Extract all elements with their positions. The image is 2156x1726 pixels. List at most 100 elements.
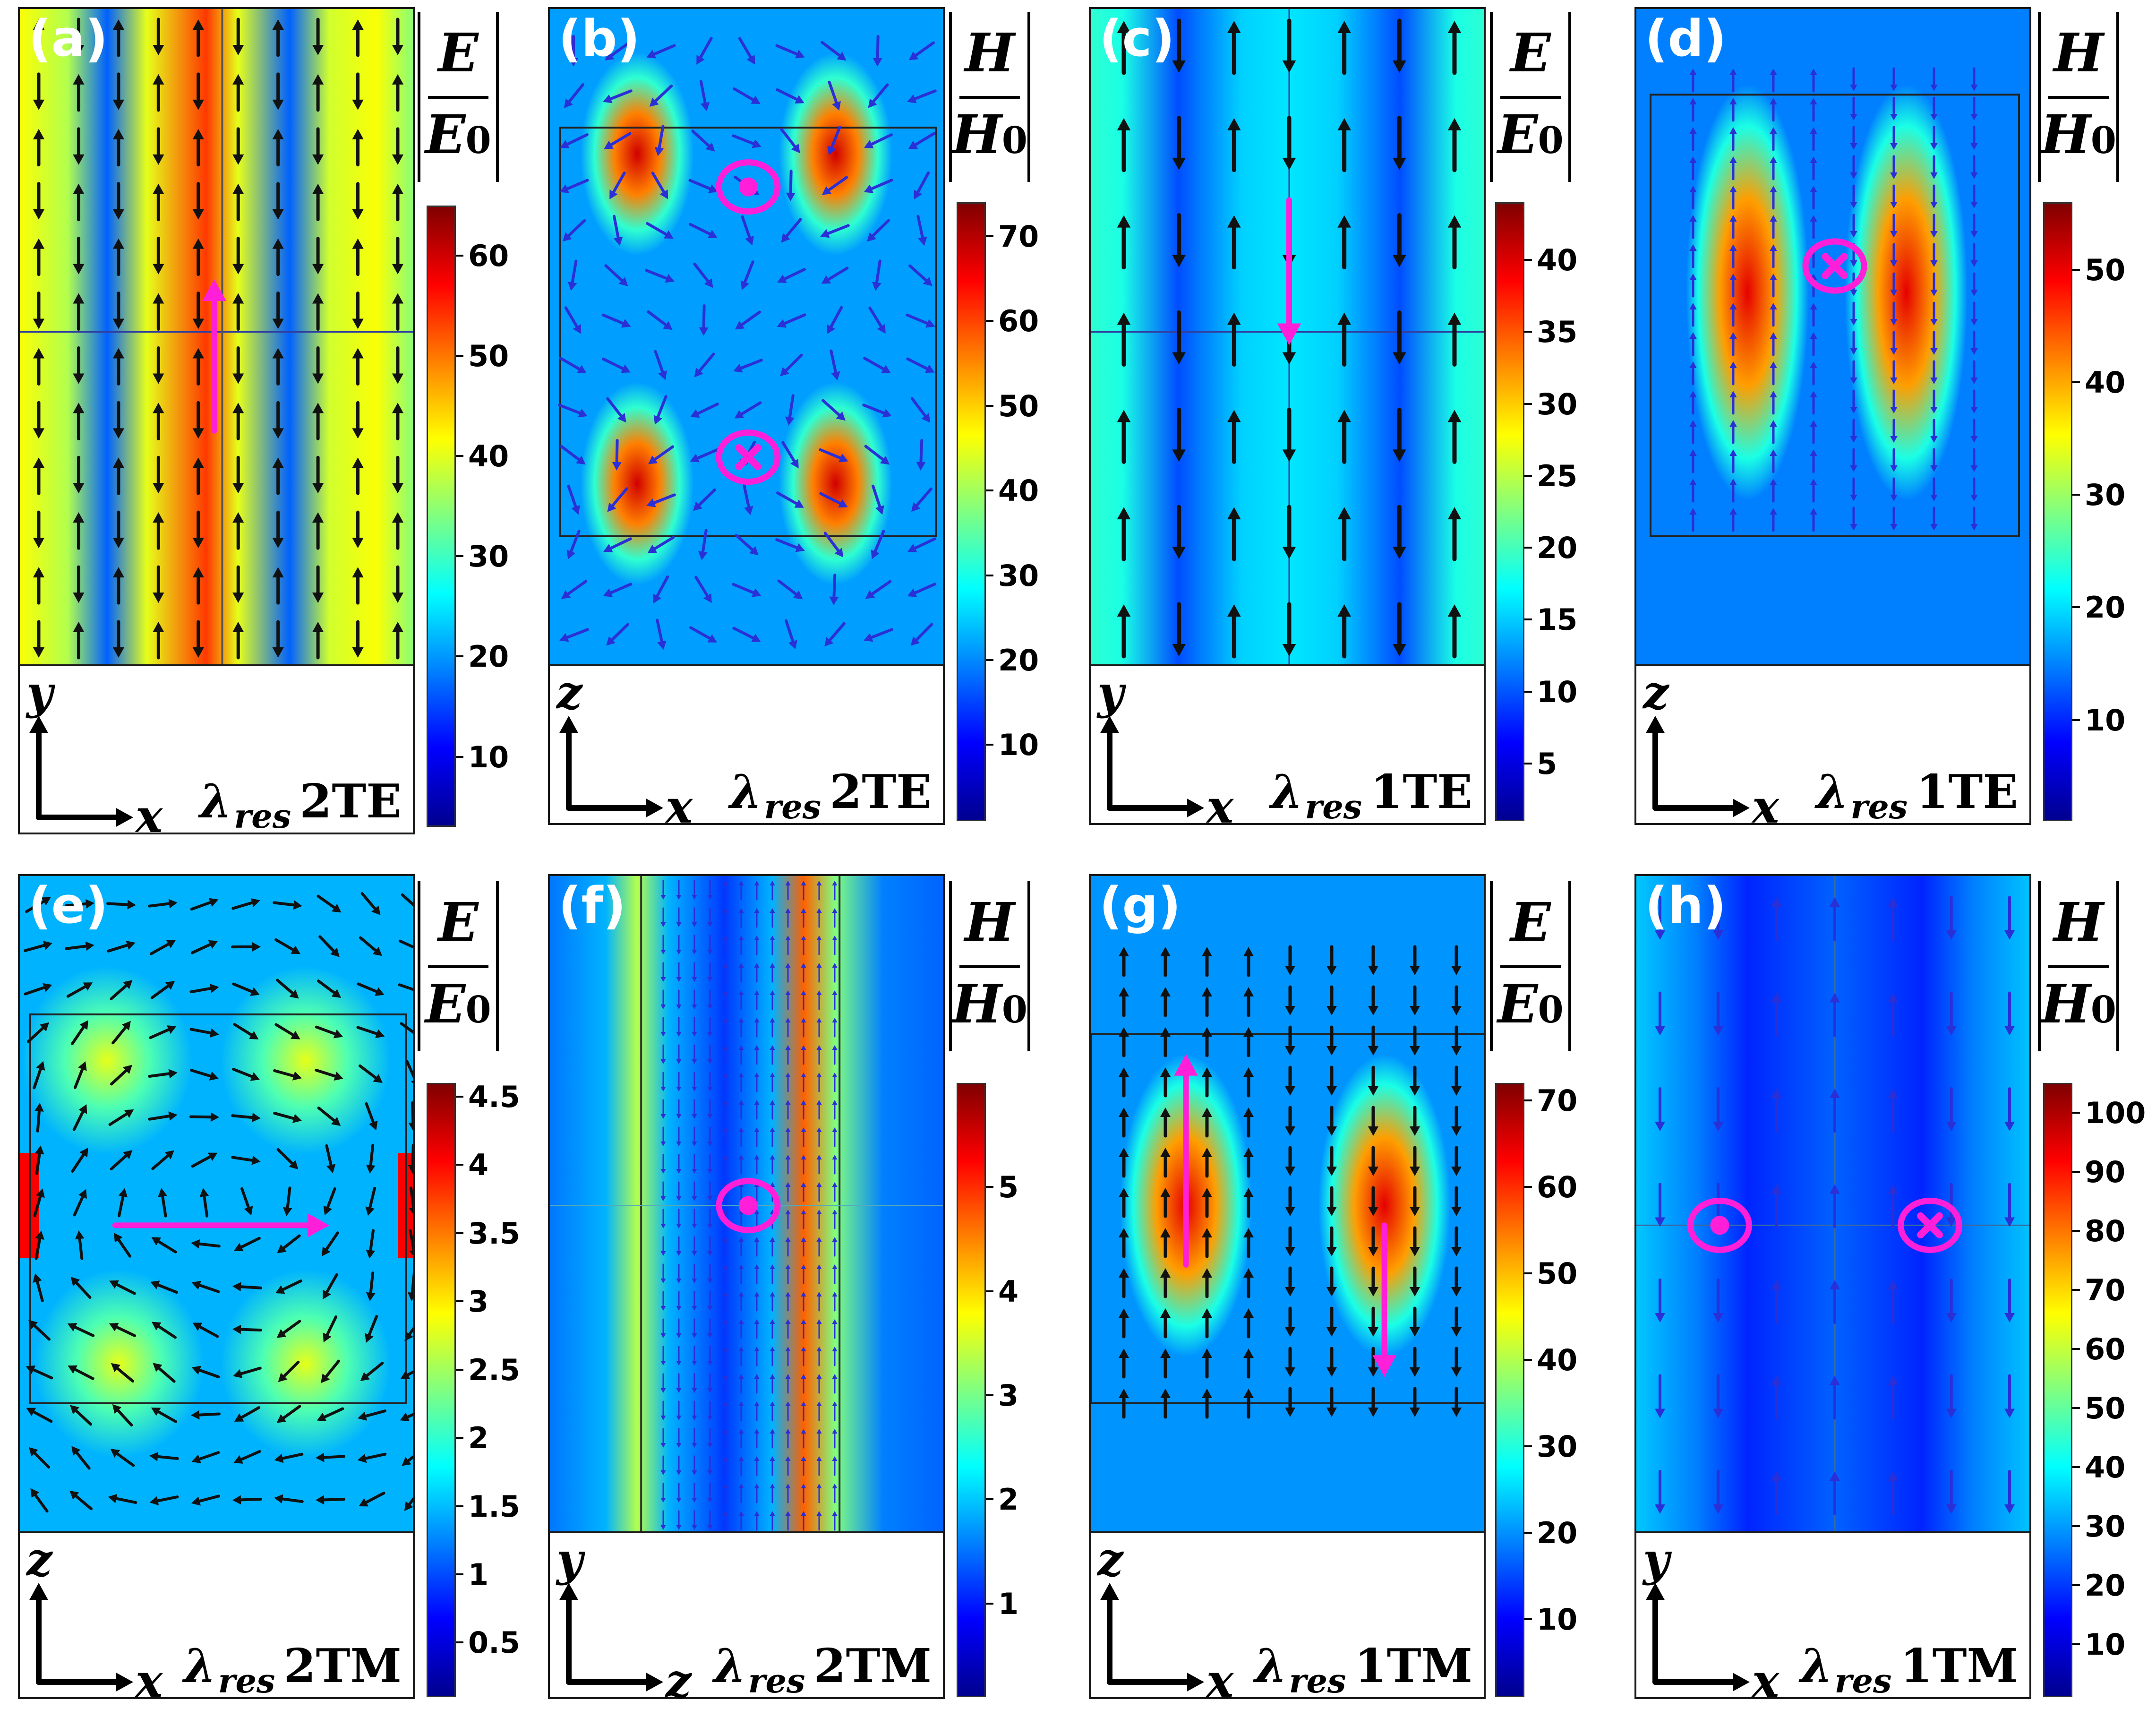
field-vector xyxy=(112,620,124,658)
field-vector xyxy=(1368,1106,1378,1136)
colorbar-title: H H0 xyxy=(942,881,1037,1051)
field-vector xyxy=(1410,1025,1420,1056)
field-vector xyxy=(832,1182,838,1202)
field-vector xyxy=(153,17,164,55)
field-vector xyxy=(738,881,744,901)
colorbar-tick-label: 50 xyxy=(2072,252,2126,287)
field-vector xyxy=(109,1322,137,1337)
field-vector xyxy=(785,1319,791,1339)
field-vector xyxy=(1946,991,1957,1036)
colorbar-tick-label: 40 xyxy=(455,439,509,474)
panel-h: (h) y x λres 1TM xyxy=(1634,874,2031,1704)
field-vector xyxy=(723,881,728,901)
field-vector xyxy=(1771,1375,1782,1420)
field-vector xyxy=(1227,312,1241,367)
field-vector xyxy=(692,1428,697,1448)
axes-arrows-icon xyxy=(1100,716,1204,817)
field-vector xyxy=(1227,215,1241,270)
field-vector xyxy=(192,129,204,167)
field-vector xyxy=(692,1126,697,1146)
field-vector xyxy=(272,510,284,549)
field-vector xyxy=(199,1188,209,1218)
field-vector xyxy=(867,219,890,242)
field-vector xyxy=(73,237,85,275)
field-vector xyxy=(75,1230,85,1260)
field-vector xyxy=(801,1073,806,1092)
field-vector xyxy=(1770,244,1777,268)
field-vector xyxy=(1713,1279,1724,1322)
field-vector xyxy=(1890,184,1898,208)
field-vector xyxy=(607,487,628,512)
field-vector xyxy=(73,403,85,440)
field-vector xyxy=(785,1073,791,1092)
field-vector xyxy=(801,1100,806,1120)
field-vector xyxy=(660,1044,666,1064)
field-vector xyxy=(723,1045,728,1065)
mode-direction-arrow xyxy=(1174,1054,1198,1268)
field-vector xyxy=(777,579,803,600)
field-vector xyxy=(738,936,744,955)
field-vector xyxy=(1830,1089,1840,1133)
field-vector xyxy=(112,348,124,386)
field-map-graphic xyxy=(1636,9,2029,664)
field0-subscript: 0 xyxy=(1001,119,1028,162)
field-vector xyxy=(1202,1389,1212,1419)
field-vector xyxy=(785,1018,791,1038)
field-vector xyxy=(1172,213,1186,267)
field-vector xyxy=(312,512,324,550)
colorbar-tick-label: 80 xyxy=(2072,1213,2126,1248)
colorbar-tick-label: 20 xyxy=(1524,531,1578,566)
field-vector xyxy=(770,1401,775,1421)
field-vector xyxy=(1770,332,1777,356)
field-vector xyxy=(1393,116,1406,170)
field-vector xyxy=(34,1145,44,1175)
field-vector xyxy=(1202,947,1212,977)
field-vector xyxy=(352,401,364,439)
colorbar-tick-label: 40 xyxy=(2072,1450,2126,1485)
field-vector xyxy=(277,1234,301,1254)
field-vector xyxy=(1326,945,1337,975)
field-vector xyxy=(404,1497,413,1511)
field-vector xyxy=(707,880,713,900)
field-vector xyxy=(754,881,760,901)
field-vector xyxy=(1119,987,1129,1017)
field-vector xyxy=(660,1373,666,1393)
abs-bar-right xyxy=(496,881,499,1051)
out-of-plane-in-icon xyxy=(716,429,781,485)
field-vector xyxy=(1202,1308,1212,1339)
colorbar-tick-label: 1 xyxy=(985,1586,1019,1621)
field-vector xyxy=(352,457,364,495)
vertical-axis-arrow xyxy=(1646,716,1665,811)
field-vector xyxy=(232,455,244,494)
field-vector xyxy=(723,963,728,983)
field-vector xyxy=(111,1021,131,1045)
field-vector xyxy=(1771,993,1782,1037)
colorbar-tick-label: 10 xyxy=(1524,674,1578,709)
lambda-symbol: λ xyxy=(183,1639,216,1693)
field-denominator: H0 xyxy=(942,109,1037,162)
field-vector xyxy=(689,626,717,643)
field-vector xyxy=(1930,126,1938,150)
field0-symbol: E xyxy=(1497,973,1538,1035)
horizontal-axis-arrow xyxy=(36,1673,133,1692)
field-vector xyxy=(192,1322,219,1338)
field-vector xyxy=(868,83,889,108)
panel-label: (d) xyxy=(1645,9,1727,68)
field-vector xyxy=(754,1401,760,1421)
field-vector xyxy=(916,215,927,246)
field-vector xyxy=(275,1279,303,1294)
horizontal-axis-label: x xyxy=(136,1654,163,1708)
field-vector xyxy=(785,1347,791,1366)
field-vector xyxy=(801,1401,806,1421)
field-map-graphic xyxy=(1091,876,1484,1531)
field-vector xyxy=(1729,303,1737,327)
field-vector xyxy=(312,622,324,660)
field-vector xyxy=(272,72,284,110)
field-vector xyxy=(1770,186,1777,210)
field-vector xyxy=(1447,118,1462,172)
field-vector xyxy=(832,1210,838,1229)
field-vector xyxy=(785,1484,791,1503)
panel-b: (b) z x λres 2TE xyxy=(548,7,945,830)
field-vector xyxy=(1172,505,1186,559)
field-vector xyxy=(816,1210,822,1229)
